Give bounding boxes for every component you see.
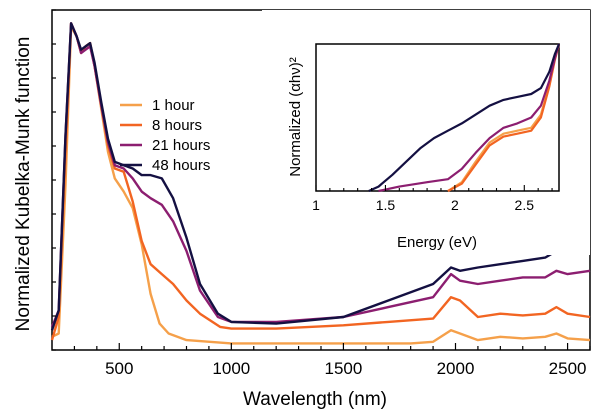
legend-label-3: 21 hours	[152, 137, 210, 154]
inset-x-tick-label: 2	[451, 197, 459, 213]
inset-x-axis: 1 1.5 2 2.5	[312, 185, 553, 213]
inset-y-axis-label: Normalized (αhν)²	[287, 57, 304, 177]
inset-series-group	[368, 43, 561, 193]
inset-x-tick-label: 1.5	[376, 197, 396, 213]
legend: 1 hour 8 hours 21 hours 48 hours	[120, 97, 210, 174]
inset-chart: 1 1.5 2 2.5 Energy (eV) Normalized (αhν)²	[262, 10, 590, 255]
inset-series-line-4	[368, 43, 561, 193]
inset-x-tick-label: 2.5	[515, 197, 535, 213]
main-x-axis: 500 1000 1500 2000 2500	[73, 343, 591, 378]
inset-background	[262, 10, 590, 255]
inset-x-axis-label: Energy (eV)	[397, 234, 477, 251]
main-y-axis	[52, 9, 56, 351]
main-series-line-3	[50, 22, 591, 328]
inset-plot-frame	[315, 43, 560, 192]
main-x-tick-label: 2500	[549, 359, 587, 378]
main-x-tick-label: 1000	[212, 359, 250, 378]
main-x-tick-label: 1500	[325, 359, 363, 378]
legend-label-2: 8 hours	[152, 117, 202, 134]
inset-x-tick-label: 1	[312, 197, 320, 213]
main-series-group	[50, 22, 591, 345]
legend-label-4: 48 hours	[152, 157, 210, 174]
legend-label-1: 1 hour	[152, 97, 195, 114]
main-y-axis-label: Normalized Kubelka-Munk function	[13, 37, 34, 332]
main-x-tick-label: 500	[105, 359, 133, 378]
main-series-line-4	[50, 22, 591, 331]
main-x-axis-label: Wavelength (nm)	[243, 389, 387, 410]
inset-series-line-3	[378, 43, 561, 193]
main-chart: 500 1000 1500 2000 2500 Wavelength (nm) Norm…	[13, 9, 591, 410]
main-x-tick-label: 2000	[437, 359, 475, 378]
